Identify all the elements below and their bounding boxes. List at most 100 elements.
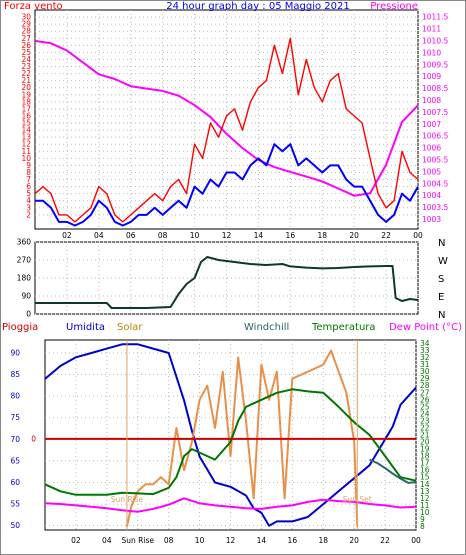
wind-tick-label: 24 (21, 55, 31, 64)
temperature-tick-label: 29 (420, 374, 430, 383)
wind-tick-label: 20 (21, 83, 31, 92)
wind-tick-label: 8 (26, 168, 31, 177)
pressure-tick-label: 1009 (422, 72, 441, 81)
pressure-axis: 1003 1003.5 1004 1004.5 1005 1005.5 1006 1006.5… (422, 13, 448, 224)
temperature-tick-label: 16 (420, 466, 430, 475)
wind-tick-label: 12 (21, 140, 31, 149)
wind-tick-label: 19 (21, 90, 31, 99)
wind-tick-label: 27 (21, 34, 31, 43)
wind-tick-label: 17 (21, 104, 31, 113)
compass-label: N (438, 238, 445, 249)
compass-label: S (438, 274, 444, 285)
temperature-tick-label: 11 (420, 501, 430, 510)
hour-axis: 02 04 06 08 10 12 14 16 18 20 22 00 (62, 231, 423, 240)
windchill-line (369, 458, 417, 484)
wind-direction-line (35, 256, 419, 309)
wind-tick-label: 5 (26, 189, 31, 198)
humidity-header: Umidita (66, 322, 105, 333)
temperature-tick-label: 10 (420, 508, 430, 517)
solar-line (125, 349, 359, 527)
direction-tick-label: 90 (21, 292, 31, 301)
x-tick-label: 20 (349, 231, 359, 240)
x-tick-label: 02 (62, 231, 72, 240)
grid (35, 10, 419, 229)
wind-tick-label: 3 (26, 203, 31, 212)
pressure-label: Pressione (370, 1, 418, 12)
wind-tick-label: 11 (21, 147, 31, 156)
x-tick-label: 04 (102, 536, 112, 545)
humidity-tick-label: 75 (10, 413, 20, 422)
temperature-tick-label: 12 (420, 494, 430, 503)
humidity-tick-label: 60 (10, 478, 20, 487)
series-layer (34, 37, 419, 227)
x-tick-label: 08 (164, 536, 174, 545)
wind-tick-label: 26 (21, 41, 31, 50)
wind-axis: 2345678910111213141516171819202122232425… (21, 13, 31, 220)
wind-tick-label: 9 (26, 161, 31, 170)
x-tick-label: 18 (318, 536, 328, 545)
x-tick-label: Sun Rise (122, 536, 155, 545)
wind-tick-label: 25 (21, 48, 31, 57)
temperature-tick-label: 20 (420, 438, 430, 447)
wind-tick-label: 14 (21, 126, 31, 135)
wind-tick-label: 22 (21, 69, 31, 78)
temperature-tick-label: 19 (420, 445, 430, 454)
direction-axis: 0 90 180 270 360 (17, 238, 32, 319)
compass-label: W (438, 256, 448, 267)
rain-header: Pioggia (2, 322, 38, 333)
compass-label: E (438, 292, 444, 303)
x-tick-label: 08 (158, 231, 168, 240)
series-layer (44, 343, 417, 527)
temperature-tick-label: 17 (420, 459, 430, 468)
x-tick-label: 16 (288, 536, 298, 545)
wind-tick-label: 15 (21, 119, 31, 128)
x-tick-label: 22 (381, 231, 391, 240)
solar-header: Solar (117, 322, 143, 333)
temperature-tick-label: 25 (420, 402, 430, 411)
pressure-tick-label: 1007 (422, 120, 441, 129)
pressure-tick-label: 1005 (422, 167, 441, 176)
temperature-tick-label: 18 (420, 452, 430, 461)
pressure-tick-label: 1003.5 (422, 203, 448, 212)
x-tick-label: 16 (286, 231, 296, 240)
pressure-tick-label: 1010 (422, 48, 441, 57)
temperature-tick-label: 14 (420, 480, 430, 489)
x-tick-label: 02 (71, 536, 81, 545)
wind-tick-label: 6 (26, 182, 31, 191)
pressure-tick-label: 1007.5 (422, 108, 448, 117)
humidity-tick-label: 55 (10, 500, 20, 509)
temperature-tick-label: 34 (420, 339, 430, 348)
pressure-tick-label: 1005.5 (422, 155, 448, 164)
pressure-tick-label: 1011.5 (422, 13, 448, 22)
wind-tick-label: 16 (21, 111, 31, 120)
temperature-line (44, 388, 417, 496)
wind-tick-label: 29 (21, 20, 31, 29)
annotation-layer: Sun Rise Sun Set (111, 340, 372, 530)
sun-marker-label: Sun Set (343, 495, 372, 504)
pressure-tick-label: 1008 (422, 96, 441, 105)
humidity-tick-label: 85 (10, 370, 20, 379)
temperature-tick-label: 24 (420, 409, 430, 418)
temperature-tick-label: 32 (420, 353, 430, 362)
direction-tick-label: 270 (17, 256, 32, 265)
dewpoint-header: Dew Point (°C) (389, 322, 462, 333)
direction-tick-label: 180 (17, 274, 32, 283)
humidity-tick-label: 70 (10, 435, 20, 444)
temperature-tick-label: 28 (420, 381, 430, 390)
wind-pressure-panel: 2345678910111213141516171819202122232425… (21, 9, 448, 240)
direction-tick-label: 0 (26, 310, 31, 319)
series-layer (35, 256, 419, 309)
wind-tick-label: 18 (21, 97, 31, 106)
dewpoint-line (44, 497, 417, 513)
temperature-tick-label: 30 (420, 367, 430, 376)
temperature-tick-label: 26 (420, 395, 430, 404)
temperature-tick-label: 8 (420, 522, 425, 531)
direction-tick-label: 360 (17, 238, 32, 247)
pressure-tick-label: 1003 (422, 215, 441, 224)
humidity-tick-label: 50 (10, 521, 20, 530)
x-tick-label: 04 (94, 231, 104, 240)
